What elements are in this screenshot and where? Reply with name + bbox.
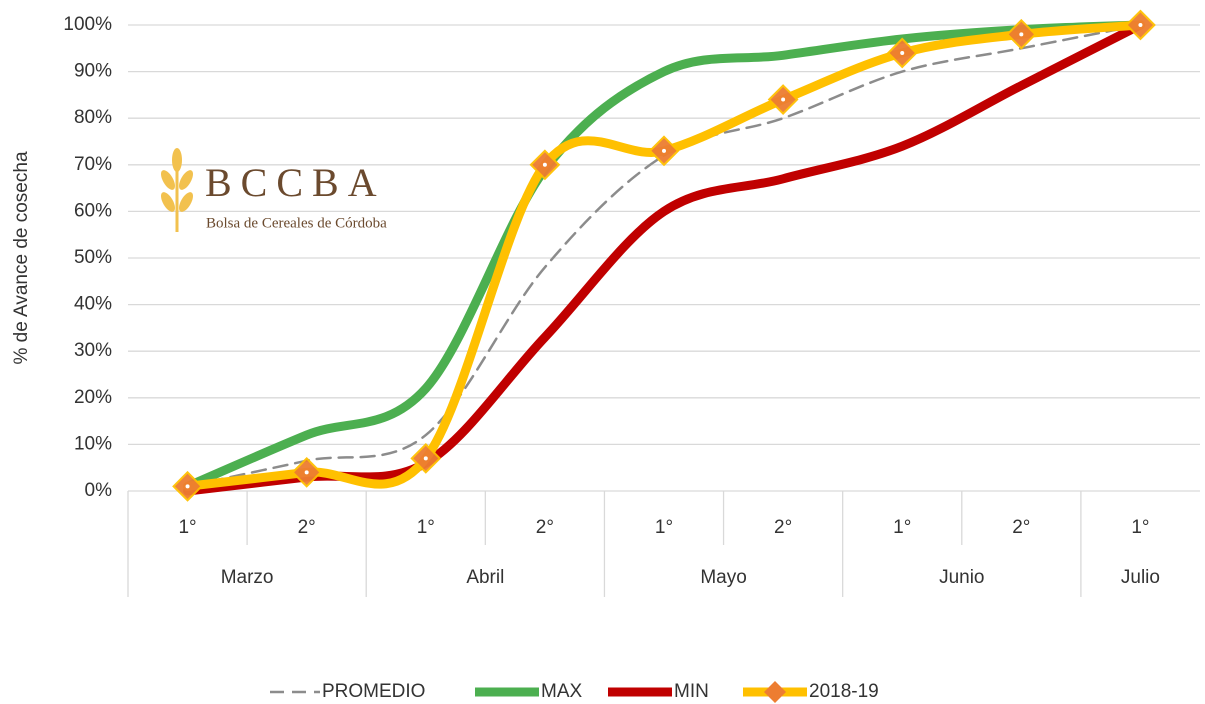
- series-line: [183, 20, 1145, 491]
- x-tick-label: 1°: [655, 517, 673, 538]
- data-point-dot: [185, 484, 190, 489]
- x-tick-label: 1°: [1131, 517, 1149, 538]
- series-line: [186, 23, 1142, 488]
- x-tick-label: 1°: [178, 517, 196, 538]
- x-tick-label: 2°: [1012, 517, 1030, 538]
- x-tick-label: 2°: [774, 517, 792, 538]
- logo: BCCBA Bolsa de Cereales de Córdoba: [161, 148, 387, 232]
- data-point-dot: [1019, 32, 1024, 37]
- data-point-dot: [542, 162, 547, 167]
- data-point-dot: [781, 97, 786, 102]
- y-tick-label: 30%: [74, 340, 112, 361]
- x-group-label: Junio: [939, 567, 984, 588]
- x-tick-label: 2°: [298, 517, 316, 538]
- legend-label: MIN: [674, 681, 709, 702]
- y-tick-label: 60%: [74, 200, 112, 221]
- y-tick-label: 90%: [74, 61, 112, 82]
- legend-label: MAX: [541, 681, 583, 702]
- y-tick-label: 40%: [74, 294, 112, 315]
- y-tick-label: 70%: [74, 154, 112, 175]
- grid: [128, 24, 1200, 492]
- series-line: [183, 20, 1145, 491]
- x-tick-label: 2°: [536, 517, 554, 538]
- y-tick-label: 20%: [74, 387, 112, 408]
- y-tick-label: 10%: [74, 433, 112, 454]
- legend-label: PROMEDIO: [322, 681, 425, 702]
- data-point-dot: [304, 470, 309, 475]
- x-tick-label: 1°: [893, 517, 911, 538]
- legend-marker: [764, 681, 786, 703]
- legend-label: 2018-19: [809, 681, 879, 702]
- y-tick-label: 50%: [74, 247, 112, 268]
- logo-subtitle: Bolsa de Cereales de Córdoba: [206, 215, 387, 231]
- data-point-dot: [1138, 23, 1143, 27]
- data-point-dot: [423, 456, 428, 461]
- y-tick-label: 0%: [85, 480, 113, 501]
- y-axis-label: % de Avance de cosecha: [11, 151, 32, 364]
- x-group-label: Julio: [1121, 567, 1160, 588]
- data-point-dot: [662, 148, 666, 153]
- logo-title: BCCBA: [205, 160, 386, 205]
- x-tick-label: 1°: [417, 517, 435, 538]
- x-group-label: Marzo: [221, 567, 274, 588]
- y-tick-label: 100%: [63, 14, 112, 35]
- x-group-label: Abril: [466, 567, 504, 588]
- y-tick-label: 80%: [74, 107, 112, 128]
- wheat-icon: [161, 148, 193, 232]
- data-point-dot: [900, 50, 905, 55]
- x-group-label: Mayo: [700, 567, 746, 588]
